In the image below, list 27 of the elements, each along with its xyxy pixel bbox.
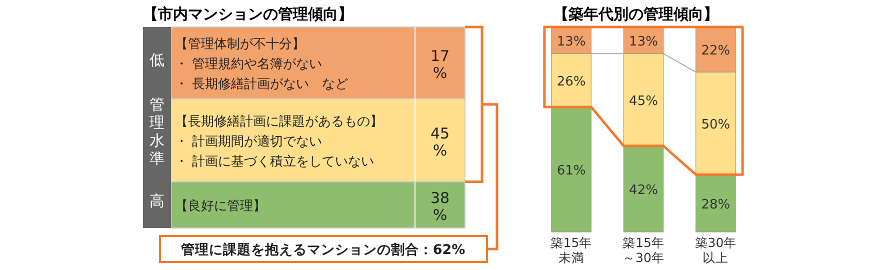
data-label: 13% [629,34,658,50]
data-label: 26% [556,74,586,90]
x-tick-label: 築30年以上 [694,235,737,265]
data-label: 38% [430,188,450,224]
category-label: 【管理体制が不十分】・ 管理規約や名簿がない・ 長期修繕計画がない など [175,36,348,92]
data-label: 28% [701,197,730,212]
data-label: 45% [430,124,450,160]
data-label: 13% [556,34,586,50]
data-label: 61% [556,163,586,178]
x-tick-label: 築15年未満 [550,235,592,265]
text: 高 [150,192,164,210]
data-label: 17% [430,46,450,82]
data-label: 42% [629,182,658,198]
data-label: 45% [629,94,658,109]
text: 管理に課題を抱えるマンションの割合：62% [180,241,466,258]
category-label: 【良好に管理】 [175,198,266,214]
data-label: 50% [701,117,730,132]
text: 管理水準 [150,95,164,168]
bar [623,146,664,232]
category-label: 【長期修繕計画に課題があるもの】・ 計画期間が適切でない・ 計画に基づく積立をしていない [175,114,383,170]
bar [551,106,592,232]
text: 低 [150,51,164,69]
data-label: 22% [701,44,730,59]
bar [696,174,736,232]
text: 【市内マンションの管理傾向】 [143,5,353,23]
chart-title: 【築年代別の管理傾向】 [554,5,718,23]
x-tick-label: 築15年～30年 [622,235,664,265]
